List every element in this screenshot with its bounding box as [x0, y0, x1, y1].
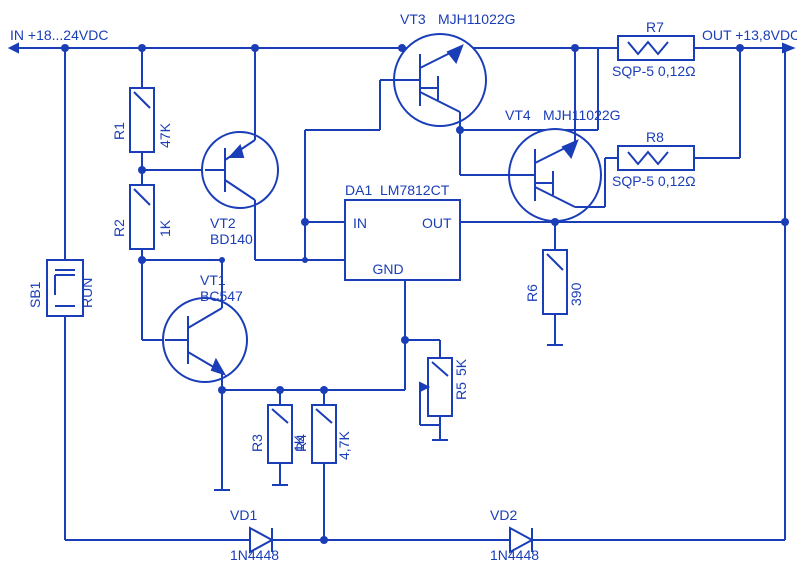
r2-val: 1K [157, 219, 173, 237]
vd2-ref: VD2 [490, 507, 517, 523]
vd1-ref: VD1 [230, 507, 257, 523]
da1-ref: DA1 [345, 182, 372, 198]
vt1-transistor [163, 298, 247, 382]
out-label: OUT +13,8VDC [702, 27, 797, 43]
r2-resistor [130, 185, 154, 249]
vt4-ref: VT4 [505, 107, 531, 123]
sb1-ref: SB1 [27, 281, 43, 308]
r7-ref: R7 [646, 19, 664, 35]
r3-ref: R3 [249, 434, 265, 452]
r7-resistor [618, 36, 694, 60]
r5-val: 5K [453, 358, 469, 376]
r8-val: SQP-5 0,12Ω [612, 173, 696, 189]
r2-ref: R2 [111, 219, 127, 237]
sb1-val: RUN [79, 278, 95, 308]
sb1-switch [47, 260, 83, 316]
r1-val: 47K [157, 122, 173, 148]
r4-resistor [312, 405, 336, 463]
vt2-transistor [202, 132, 278, 208]
r3-resistor [268, 405, 292, 463]
vt2-ref: VT2 [210, 215, 236, 231]
vd1-val: 1N4448 [230, 547, 279, 563]
r1-ref: R1 [111, 122, 127, 140]
r4-val: 4,7K [336, 431, 352, 460]
vt2-val: BD140 [210, 231, 253, 247]
r7-val: SQP-5 0,12Ω [612, 63, 696, 79]
vt3-ref: VT3 [400, 11, 426, 27]
r5-pot [428, 358, 452, 416]
vt4-val: MJH11022G [543, 107, 621, 123]
r6-ref: R6 [524, 284, 540, 302]
da1-val: LM7812CT [380, 182, 450, 198]
in-label: IN +18...24VDC [10, 27, 108, 43]
r5-ref: R5 [453, 382, 469, 400]
vt3-val: MJH11022G [438, 11, 516, 27]
da1-out-pin: OUT [422, 215, 452, 231]
da1-in-pin: IN [353, 215, 367, 231]
vt3-transistor [394, 34, 486, 126]
r8-resistor [618, 146, 694, 170]
r6-resistor [543, 250, 567, 314]
vd2-val: 1N4448 [490, 547, 539, 563]
schematic-diagram: IN +18...24VDC OUT +13,8VDC SB1 RUN R1 4… [0, 0, 797, 588]
r4-ref: R4 [293, 434, 309, 452]
r8-ref: R8 [646, 129, 664, 145]
r6-val: 390 [568, 282, 584, 306]
r1-resistor [130, 88, 154, 152]
da1-gnd-pin: GND [372, 261, 403, 277]
